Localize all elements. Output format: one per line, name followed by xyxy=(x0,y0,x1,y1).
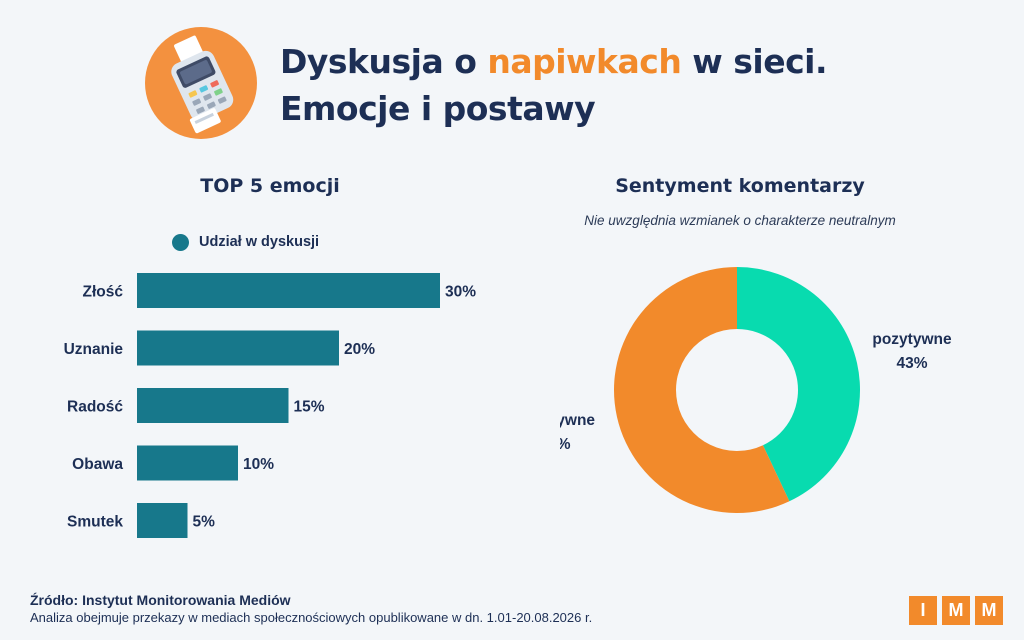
slice-value-label: 57% xyxy=(560,436,571,453)
bar-legend: Udział w dyskusji xyxy=(172,232,319,252)
source-description: Analiza obejmuje przekazy w mediach społ… xyxy=(30,610,593,625)
title-line-1: Dyskusja o napiwkach w sieci. xyxy=(280,42,828,81)
donut-slice-negatywne xyxy=(614,267,790,513)
bar xyxy=(137,388,289,423)
imm-logo: I M M xyxy=(909,596,1003,625)
logo-letter-2: M xyxy=(942,596,970,625)
title-accent: napiwkach xyxy=(487,42,682,81)
slice-label: pozytywne xyxy=(872,331,952,348)
sentiment-chart-title: Sentyment komentarzy xyxy=(615,175,865,197)
category-label: Obawa xyxy=(72,456,123,473)
slice-value-label: 43% xyxy=(896,355,927,372)
bar-value-label: 15% xyxy=(294,399,325,416)
emotions-bar-chart: Złość 30% Uznanie 20% Radość 15% Obawa 10% Smute… xyxy=(64,273,476,538)
category-label: Złość xyxy=(83,284,124,301)
bar xyxy=(137,503,188,538)
donut-slice-pozytywne xyxy=(737,267,860,502)
category-label: Smutek xyxy=(67,514,123,531)
page-title: Dyskusja o napiwkach w sieci. Emocje i p… xyxy=(280,38,980,132)
source-note: Źródło: Instytut Monitorowania Mediów An… xyxy=(30,591,592,627)
bar-value-label: 20% xyxy=(344,341,375,358)
category-label: Radość xyxy=(67,399,123,416)
bar-value-label: 10% xyxy=(243,456,274,473)
title-line-2: Emocje i postawy xyxy=(280,89,596,128)
bar xyxy=(137,273,440,308)
sentiment-chart-subtitle: Nie uwzględnia wzmianek o charakterze ne… xyxy=(584,213,896,228)
bar xyxy=(137,445,238,481)
sentiment-donut-chart: pozytywne 43% negatywne 57% xyxy=(560,267,952,513)
bar xyxy=(137,330,339,366)
logo-letter-1: I xyxy=(909,596,937,625)
slice-label: negatywne xyxy=(560,412,595,429)
bar-value-label: 5% xyxy=(193,514,216,531)
legend-label: Udział w dyskusji xyxy=(199,234,320,250)
legend-dot xyxy=(172,233,189,251)
payment-terminal-icon xyxy=(145,27,257,139)
source-title: Źródło: Instytut Monitorowania Mediów xyxy=(30,592,291,608)
bar-value-label: 30% xyxy=(445,284,476,301)
emotions-chart-title: TOP 5 emocji xyxy=(200,175,340,197)
logo-letter-3: M xyxy=(975,596,1003,625)
category-label: Uznanie xyxy=(64,341,124,358)
